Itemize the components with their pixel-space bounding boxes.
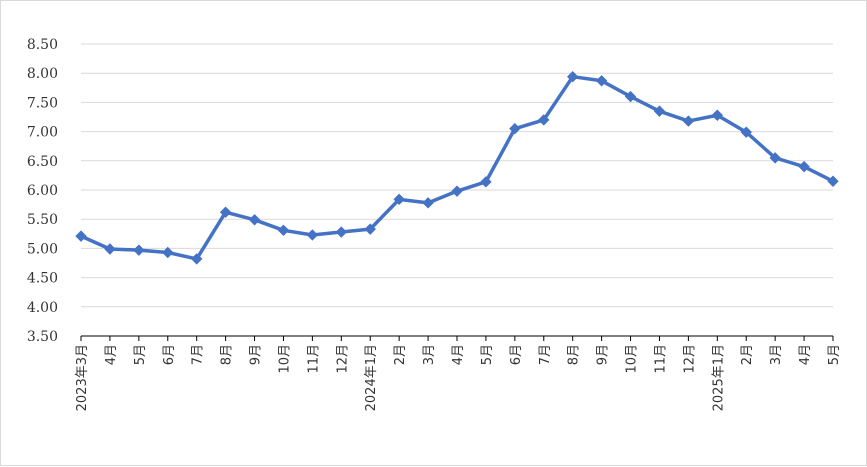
x-tick-label: 3月 — [422, 344, 437, 365]
x-tick-label: 11月 — [653, 344, 668, 374]
y-axis-ticks: 3.50 4.00 4.50 5.00 5.50 6.00 6.50 7.00 7.50 8.00… — [27, 37, 58, 345]
series-group — [75, 70, 839, 265]
data-point — [248, 214, 261, 226]
x-tick-label: 5月 — [827, 344, 842, 365]
x-tick-label: 9月 — [596, 344, 611, 365]
y-tick-label: 3.50 — [27, 329, 58, 345]
data-point — [509, 122, 521, 135]
x-axis-ticks: 2023年3月 4月 5月 6月 7月 8月 9月 10月 11月 12月 2024年1月 2月 3月 4… — [75, 344, 842, 411]
grid-lines — [81, 43, 833, 308]
x-tick-label: 2024年1月 — [364, 344, 379, 411]
x-tick-label: 8月 — [567, 344, 582, 365]
data-point — [306, 229, 319, 241]
x-tick-label: 2月 — [740, 344, 755, 365]
data-point — [740, 126, 752, 138]
x-tick-label: 4月 — [451, 344, 466, 365]
data-point — [104, 243, 116, 255]
data-point — [422, 197, 434, 209]
y-tick-label: 4.00 — [27, 300, 58, 316]
x-tick-label: 3月 — [769, 344, 784, 365]
x-tick-label: 4月 — [798, 344, 813, 365]
data-point — [566, 70, 579, 83]
x-tick-label: 12月 — [682, 344, 697, 374]
x-tick-label: 4月 — [104, 344, 119, 365]
x-tick-label: 6月 — [509, 344, 524, 365]
x-tick-label: 7月 — [538, 344, 553, 365]
data-point — [393, 193, 405, 206]
x-tick-label: 10月 — [277, 344, 292, 374]
x-tick-label: 8月 — [220, 344, 235, 365]
y-tick-label: 7.00 — [27, 125, 58, 141]
x-tick-label: 2025年1月 — [711, 344, 726, 411]
y-tick-label: 6.00 — [27, 183, 58, 199]
y-tick-label: 8.00 — [27, 66, 58, 82]
data-point — [162, 246, 174, 259]
data-point — [277, 224, 290, 237]
x-tick-label: 6月 — [162, 344, 177, 365]
data-point — [335, 226, 348, 238]
y-tick-label: 8.50 — [27, 37, 58, 53]
data-point — [451, 185, 463, 197]
data-point — [682, 115, 695, 127]
x-tick-label: 5月 — [480, 344, 495, 365]
x-tick-label: 9月 — [249, 344, 264, 365]
x-tick-label: 7月 — [191, 344, 206, 365]
data-point — [480, 176, 492, 188]
data-point — [624, 90, 637, 103]
data-point — [219, 206, 232, 218]
data-point — [769, 152, 781, 164]
data-point — [798, 160, 810, 173]
y-tick-label: 5.00 — [27, 241, 58, 257]
y-tick-label: 6.50 — [27, 154, 58, 170]
data-point — [75, 230, 87, 242]
data-point — [133, 244, 145, 256]
data-point — [190, 253, 203, 265]
y-tick-label: 5.50 — [27, 212, 58, 228]
x-tick-label: 2月 — [393, 344, 408, 365]
x-tick-label: 10月 — [625, 344, 640, 374]
x-axis — [80, 335, 834, 341]
x-tick-label: 11月 — [306, 344, 321, 374]
x-tick-label: 5月 — [133, 344, 148, 365]
y-tick-label: 4.50 — [27, 271, 58, 287]
x-tick-label: 12月 — [335, 344, 350, 374]
data-point — [711, 109, 724, 121]
y-tick-label: 7.50 — [27, 95, 58, 111]
data-point — [364, 223, 376, 235]
data-point — [595, 75, 608, 87]
data-point — [653, 105, 666, 117]
series-line — [79, 74, 835, 261]
data-point — [538, 114, 550, 126]
x-tick-label: 2023年3月 — [75, 344, 90, 411]
data-point — [827, 175, 839, 187]
